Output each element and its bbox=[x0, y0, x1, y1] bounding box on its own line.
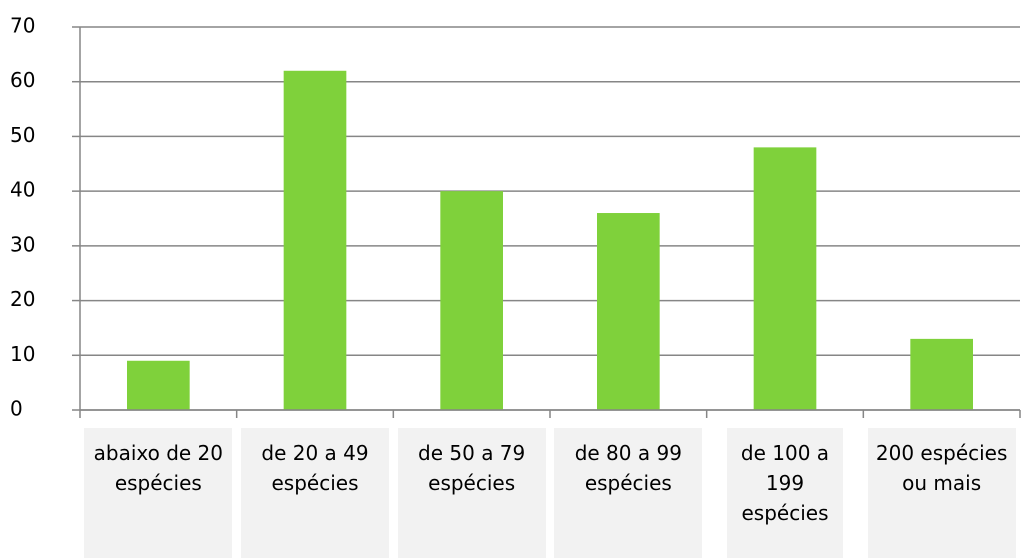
x-tick-label: de 80 a 99 espécies bbox=[554, 428, 703, 558]
bar bbox=[597, 213, 660, 410]
y-tick-label: 60 bbox=[10, 68, 35, 92]
y-tick-label: 20 bbox=[10, 287, 35, 311]
bar bbox=[753, 147, 817, 410]
y-tick-label: 40 bbox=[10, 178, 35, 202]
x-tick-label: de 50 a 79 espécies bbox=[397, 428, 546, 558]
x-tick-label: 200 espécies ou mais bbox=[867, 428, 1016, 558]
bar bbox=[283, 70, 347, 411]
x-tick-label: abaixo de 20 espécies bbox=[84, 428, 233, 558]
x-tick-label: de 20 a 49 espécies bbox=[241, 428, 389, 558]
x-tick-label: de 100 a 199 espécies bbox=[727, 428, 843, 558]
y-tick-label: 30 bbox=[10, 232, 35, 256]
bar bbox=[440, 191, 503, 410]
y-tick-label: 50 bbox=[10, 123, 35, 147]
y-tick-label: 0 bbox=[10, 397, 23, 421]
y-tick-label: 70 bbox=[10, 14, 35, 38]
bar bbox=[127, 360, 190, 410]
y-tick-label: 10 bbox=[10, 342, 35, 366]
bar bbox=[910, 338, 973, 410]
